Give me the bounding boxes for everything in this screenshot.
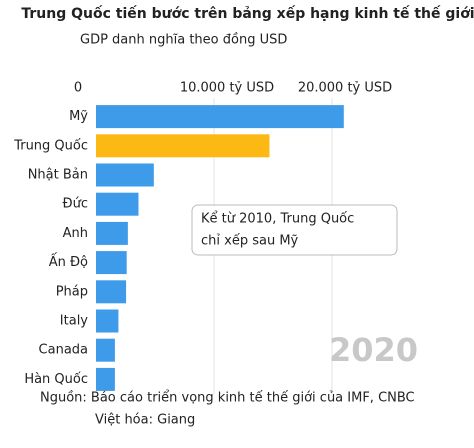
source: Nguồn: Báo cáo triển vọng kinh tế thế gi…	[40, 391, 415, 406]
y-tick-label: Hàn Quốc	[24, 372, 88, 387]
chart-title: Trung Quốc tiến bước trên bảng xếp hạng …	[21, 5, 474, 22]
y-tick-label: Nhật Bản	[28, 168, 88, 183]
y-tick-label: Pháp	[56, 284, 88, 299]
chart-subtitle: GDP danh nghĩa theo đồng USD	[80, 33, 287, 48]
bar	[96, 338, 115, 362]
x-tick-label: 20.000 tỷ USD	[298, 81, 392, 96]
bar	[96, 221, 128, 245]
annotation: Kể từ 2010, Trung Quốc	[201, 212, 354, 227]
bar	[96, 163, 154, 187]
bar	[96, 367, 115, 391]
annotation-box	[191, 204, 398, 256]
bar	[96, 309, 119, 333]
bar	[96, 192, 139, 216]
x-tick-label: 10.000 tỷ USD	[180, 81, 274, 96]
y-tick-label: Canada	[39, 343, 88, 358]
annotation: chỉ xếp sau Mỹ	[201, 234, 299, 249]
y-tick-label: Italy	[60, 314, 89, 329]
y-tick-label: Anh	[63, 226, 88, 241]
year-label: 2020	[329, 331, 418, 369]
y-tick-label: Đức	[63, 197, 88, 212]
bar	[96, 134, 270, 158]
bar	[96, 280, 127, 304]
source: Việt hóa: Giang	[95, 413, 195, 428]
bar	[96, 105, 344, 129]
y-tick-label: Mỹ	[69, 109, 88, 124]
y-tick-label: Ấn Độ	[49, 253, 88, 270]
y-tick-label: Trung Quốc	[13, 138, 88, 153]
x-tick-label: 0	[74, 81, 82, 96]
bar	[96, 251, 127, 275]
